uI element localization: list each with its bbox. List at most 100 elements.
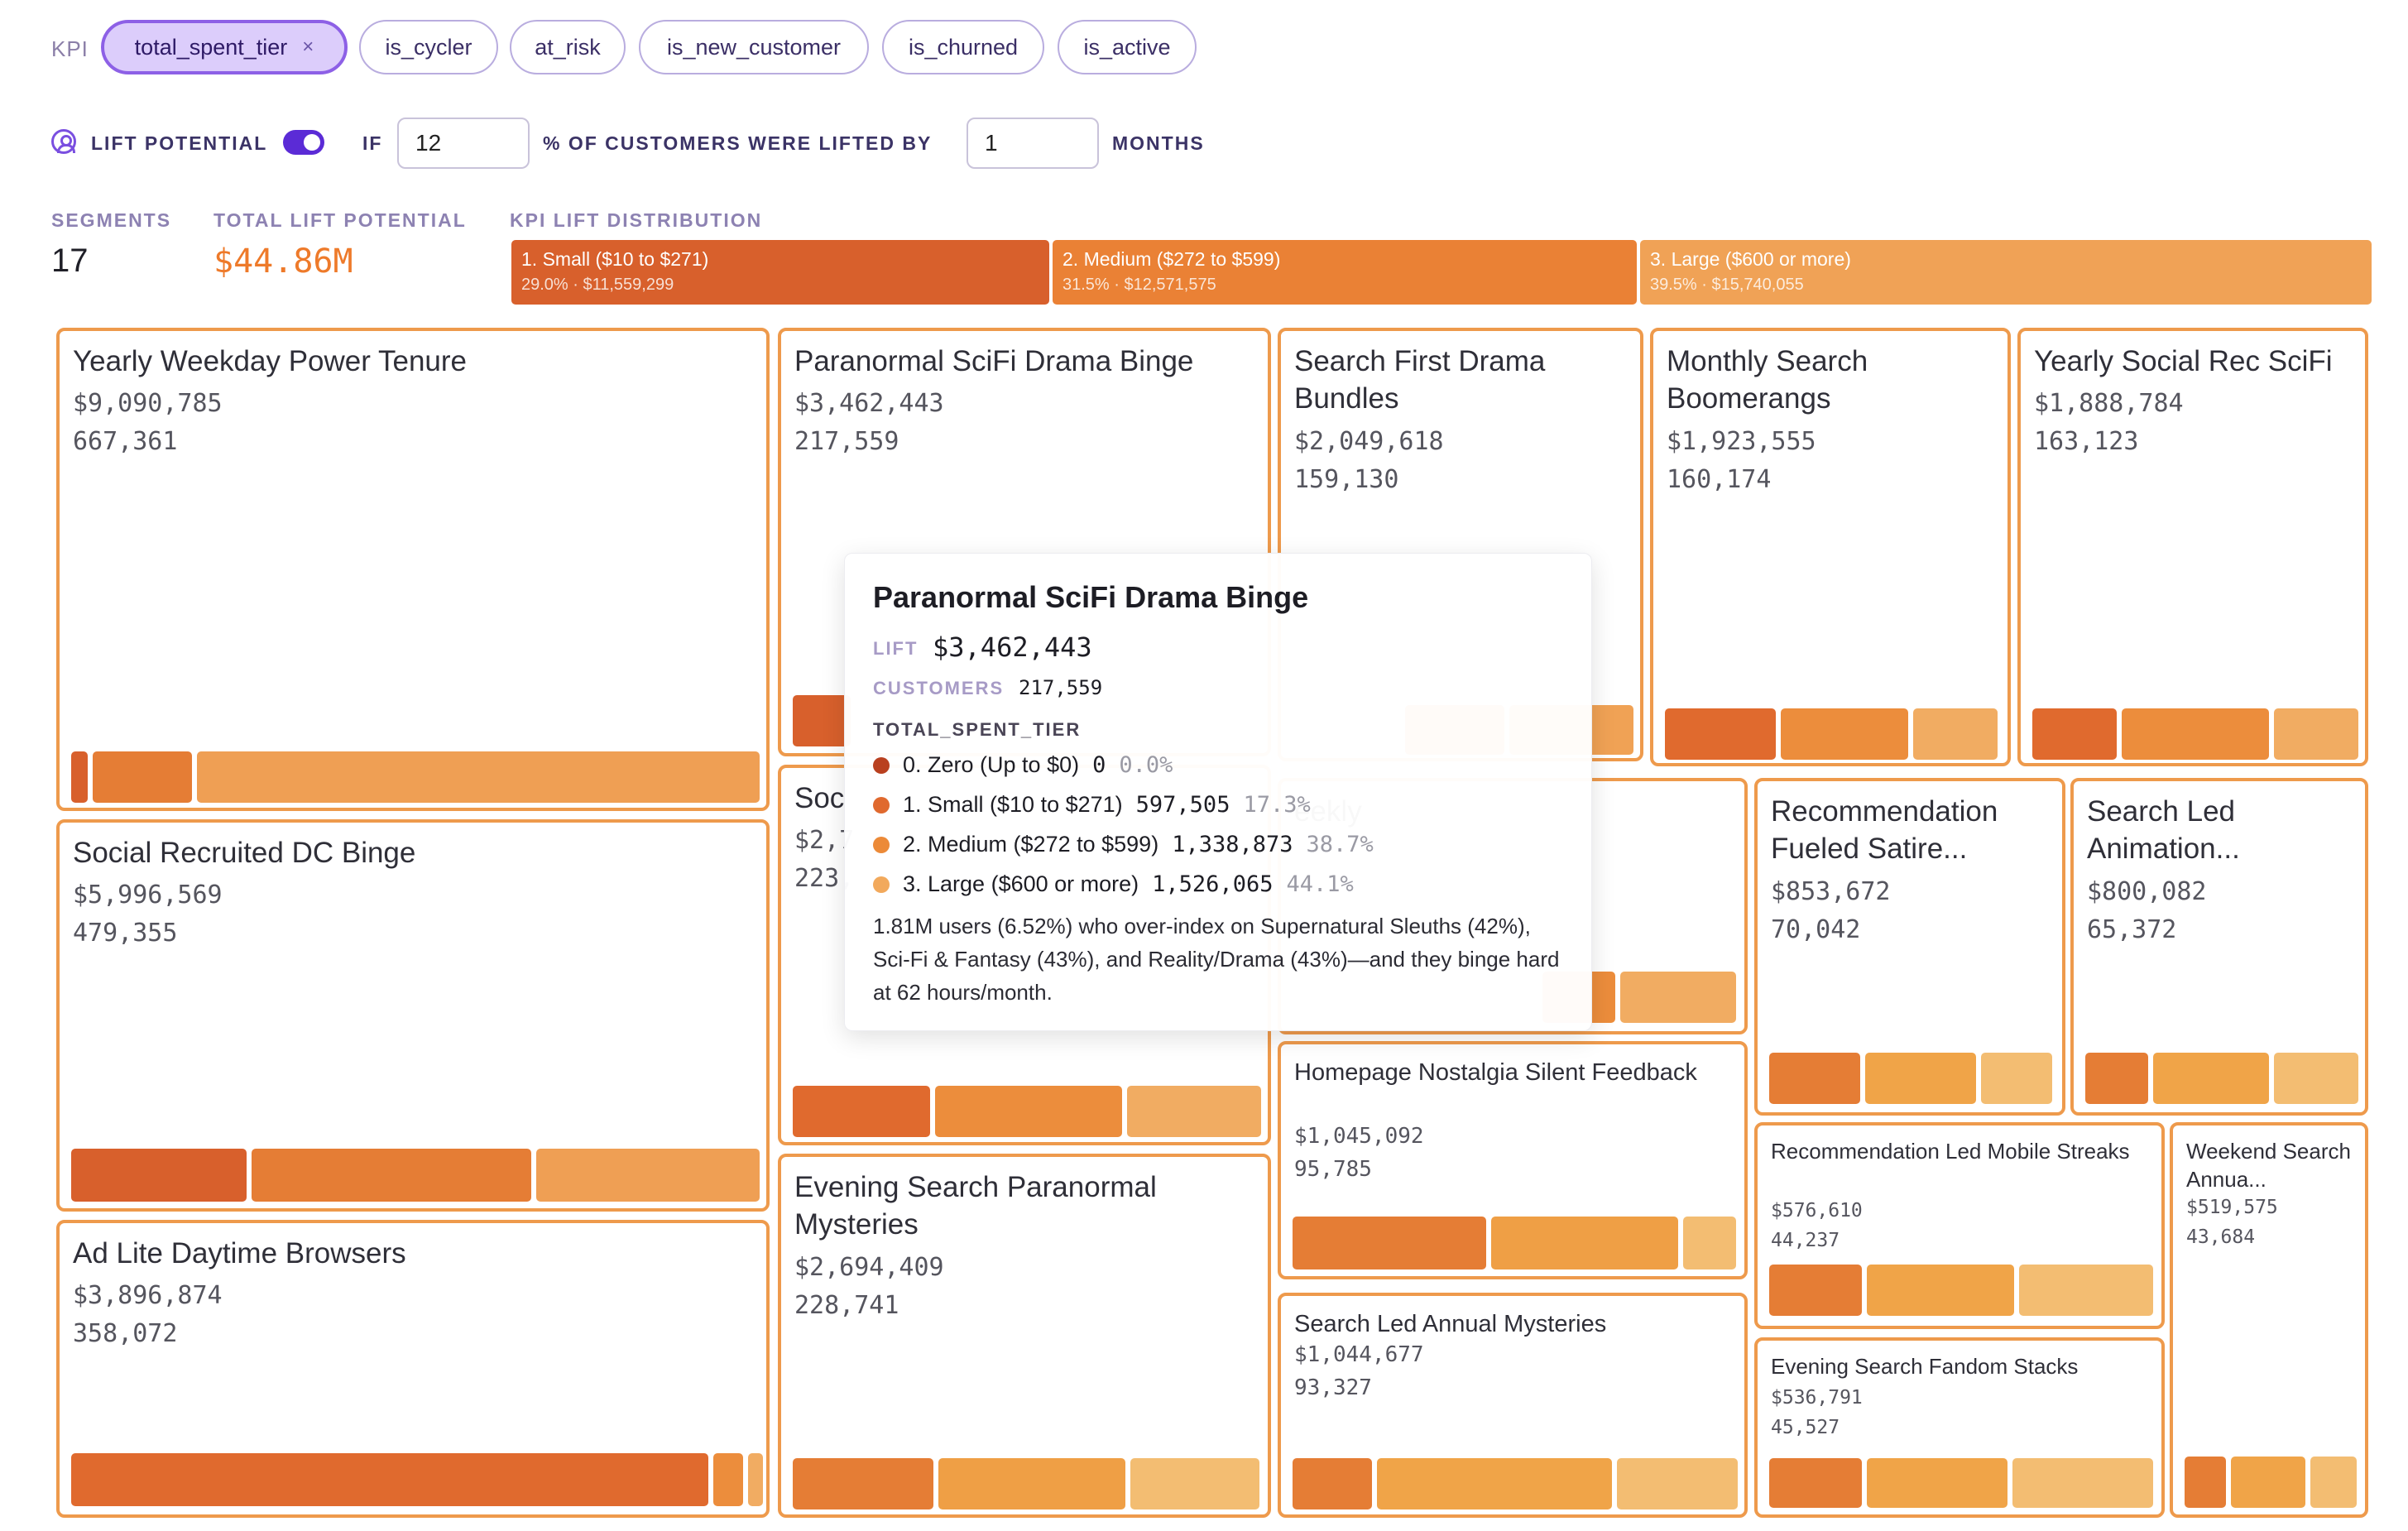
tier-dot [873, 796, 890, 813]
tier-label: 2. Medium ($272 to $599) [903, 832, 1159, 857]
segment-tile[interactable]: Recommendation Led Mobile Streaks $576,6… [1754, 1122, 2165, 1329]
segment-name: Ad Lite Daytime Browsers [73, 1237, 406, 1269]
tier-dot [873, 836, 890, 853]
tier-bar-small [1769, 1053, 1860, 1104]
tier-percent: 38.7% [1306, 832, 1374, 857]
kpi-chip-label: is_active [1083, 34, 1171, 60]
segment-name: Social Recruited DC Binge [73, 837, 416, 869]
segment-customers: 217,559 [794, 427, 899, 456]
segment-customers: 43,684 [2186, 1226, 2256, 1248]
kpi-chip-is-new-customer[interactable]: is_new_customer [639, 20, 869, 74]
lift-months-input[interactable] [967, 118, 1099, 169]
segment-name: Yearly Weekday Power Tenure [73, 345, 468, 377]
tier-bar-small [71, 751, 88, 803]
segment-tile[interactable]: Yearly Social Rec SciFi $1,888,784 163,1… [2017, 328, 2368, 766]
kpi-chip-label: is_cycler [385, 34, 472, 60]
kpi-chip-is-cycler[interactable]: is_cycler [359, 20, 498, 74]
tooltip-tier-row: 3. Large ($600 or more) 1,526,065 44.1% [873, 871, 1354, 897]
segment-lift: $1,923,555 [1667, 427, 1816, 456]
tooltip-title: Paranormal SciFi Drama Binge [873, 580, 1309, 614]
tier-bar-large [2012, 1458, 2153, 1508]
segment-customers: 667,361 [73, 427, 178, 456]
tier-bar-small [793, 695, 851, 746]
tier-bar-medium [2153, 1053, 2269, 1104]
segment-tile[interactable]: Evening Search Paranormal Mysteries $2,6… [778, 1154, 1271, 1518]
tier-percent: 44.1% [1286, 871, 1354, 897]
lift-percent-input[interactable] [397, 118, 530, 169]
tier-bar-small [1665, 708, 1776, 760]
distribution-segment-small[interactable]: 1. Small ($10 to $271) 29.0% · $11,559,2… [511, 240, 1049, 305]
distribution-segment-detail: 29.0% · $11,559,299 [521, 276, 674, 294]
kpi-chip-is-active[interactable]: is_active [1058, 20, 1197, 74]
lift-percent-suffix: % OF CUSTOMERS WERE LIFTED BY [543, 132, 933, 154]
tier-bar-large [2019, 1265, 2153, 1316]
tier-bar-large [1981, 1053, 2052, 1104]
segment-customers: 65,372 [2087, 915, 2177, 944]
kpi-chip-at-risk[interactable]: at_risk [510, 20, 626, 74]
distribution-segment-label: 1. Small ($10 to $271) [521, 248, 709, 270]
kpi-chip-label: at_risk [535, 34, 601, 60]
tier-bar-small [793, 1086, 930, 1137]
tier-bar-large [1620, 972, 1736, 1023]
segment-lift: $3,896,874 [73, 1281, 223, 1310]
tier-bar-medium [252, 1149, 531, 1202]
tooltip-tier-row: 0. Zero (Up to $0) 0 0.0% [873, 752, 1173, 778]
segment-tile[interactable]: Ad Lite Daytime Browsers $3,896,874 358,… [56, 1220, 770, 1518]
tier-bar-medium [1867, 1265, 2014, 1316]
total-lift-label: TOTAL LIFT POTENTIAL [213, 209, 467, 231]
distribution-segment-detail: 39.5% · $15,740,055 [1650, 276, 1804, 294]
segment-customers: 159,130 [1294, 465, 1399, 494]
segment-tile[interactable]: Monthly Search Boomerangs $1,923,555 160… [1650, 328, 2011, 766]
segment-name: Paranormal SciFi Drama Binge [794, 345, 1194, 377]
segment-tile[interactable]: Weekend Search Annua... $519,575 43,684 [2170, 1122, 2368, 1518]
tier-bar-small [1293, 1217, 1486, 1269]
tooltip-customers-label: CUSTOMERS [873, 678, 1005, 698]
segment-lift: $1,045,092 [1294, 1124, 1424, 1149]
tooltip-tier-row: 2. Medium ($272 to $599) 1,338,873 38.7% [873, 832, 1374, 857]
tier-bar-large [1130, 1458, 1259, 1509]
segment-customers: 70,042 [1771, 915, 1861, 944]
segment-name: Homepage Nostalgia Silent Feedback [1294, 1059, 1697, 1086]
kpi-chip-is-churned[interactable]: is_churned [882, 20, 1044, 74]
tier-bar-medium [2231, 1457, 2305, 1508]
segment-tooltip: Paranormal SciFi Drama Binge LIFT $3,462… [844, 553, 1592, 1031]
lift-potential-toggle[interactable] [283, 130, 324, 155]
tooltip-tier-row: 1. Small ($10 to $271) 597,505 17.3% [873, 792, 1311, 818]
distribution-segment-medium[interactable]: 2. Medium ($272 to $599) 31.5% · $12,571… [1053, 240, 1637, 305]
segment-customers: 44,237 [1771, 1230, 1840, 1251]
tier-bar-medium [1867, 1458, 2007, 1508]
tier-bar-small [2032, 708, 2117, 760]
tooltip-customers-value: 217,559 [1019, 676, 1103, 699]
tooltip-lift-label: LIFT [873, 638, 919, 659]
tier-bar-medium [1781, 708, 1908, 760]
segment-lift: $800,082 [2087, 877, 2207, 906]
kpi-chip-total-spent-tier[interactable]: total_spent_tier × [101, 20, 348, 74]
kpi-chip-label: total_spent_tier [134, 34, 288, 60]
tooltip-lift-value: $3,462,443 [933, 631, 1092, 663]
segment-tile[interactable]: Search Led Animation... $800,082 65,372 [2070, 778, 2368, 1116]
segment-tile[interactable]: Social Recruited DC Binge $5,996,569 479… [56, 819, 770, 1212]
tier-count: 0 [1092, 752, 1106, 778]
kpi-lift-distribution-label: KPI LIFT DISTRIBUTION [510, 209, 763, 231]
tier-bar-small [1769, 1265, 1862, 1316]
segment-name: Recommendation Fueled Satire... [1771, 795, 1998, 865]
close-icon[interactable]: × [302, 36, 314, 58]
segment-name: Search Led Annual Mysteries [1294, 1311, 1607, 1337]
segment-customers: 93,327 [1294, 1375, 1372, 1400]
tier-bar-large [1683, 1217, 1736, 1269]
distribution-segment-label: 2. Medium ($272 to $599) [1062, 248, 1281, 270]
segment-tile[interactable]: Search Led Annual Mysteries $1,044,677 9… [1278, 1293, 1748, 1518]
distribution-segment-label: 3. Large ($600 or more) [1650, 248, 1851, 270]
tier-bar-medium [1865, 1053, 1976, 1104]
tier-bar-large [1913, 708, 1998, 760]
tier-bar-large [1617, 1458, 1738, 1509]
tier-dot [873, 756, 890, 774]
segment-tile[interactable]: Evening Search Fandom Stacks $536,791 45… [1754, 1337, 2165, 1518]
segment-name: Weekend Search Annua... [2186, 1139, 2351, 1192]
distribution-segment-large[interactable]: 3. Large ($600 or more) 39.5% · $15,740,… [1640, 240, 2372, 305]
segment-name: Soc [794, 782, 845, 814]
segment-tile[interactable]: Recommendation Fueled Satire... $853,672… [1754, 778, 2065, 1116]
segment-tile[interactable]: Homepage Nostalgia Silent Feedback $1,04… [1278, 1041, 1748, 1279]
segment-tile[interactable]: Yearly Weekday Power Tenure $9,090,785 6… [56, 328, 770, 811]
segment-lift: $3,462,443 [794, 389, 944, 418]
